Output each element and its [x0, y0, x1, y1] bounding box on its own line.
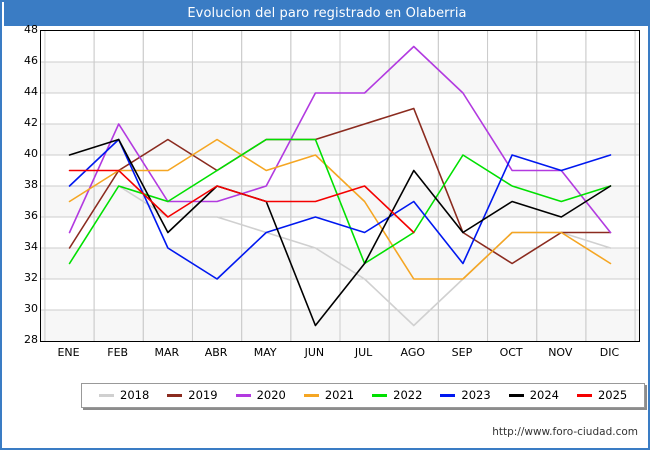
y-axis-tick-label: 46 — [24, 54, 38, 67]
legend-item-2020[interactable]: 2020 — [235, 388, 286, 402]
series-line-2025 — [68, 169, 415, 234]
y-axis-tick-label: 42 — [24, 116, 38, 129]
legend-item-2018[interactable]: 2018 — [99, 388, 149, 402]
legend-label: 2025 — [597, 388, 628, 402]
series-line-2022 — [68, 138, 612, 265]
x-axis-tick-label: OCT — [499, 346, 523, 359]
x-axis-tick-label: MAY — [253, 346, 277, 359]
x-axis-tick-label: NOV — [548, 346, 573, 359]
line-chart-svg — [41, 31, 639, 341]
legend-item-2025[interactable]: 2025 — [576, 388, 628, 402]
legend-swatch-icon — [167, 393, 183, 397]
legend-swatch-icon — [303, 393, 319, 397]
legend-swatch-icon — [235, 393, 251, 397]
series-line-2023 — [68, 138, 612, 280]
chart-legend: 2018 2019 2020 2021 2022 2023 2024 2025 — [81, 383, 646, 408]
legend-label: 2021 — [324, 388, 355, 402]
x-axis-tick-label: SEP — [451, 346, 473, 359]
plot-frame — [40, 30, 640, 342]
x-axis-tick-label: ABR — [204, 346, 228, 359]
y-axis-tick-label: 48 — [24, 23, 38, 36]
legend-label: 2018 — [120, 388, 150, 402]
legend-label: 2024 — [529, 388, 559, 402]
y-axis-tick-label: 40 — [24, 147, 38, 160]
legend-swatch-icon — [508, 393, 524, 397]
legend-label: 2019 — [188, 388, 218, 402]
legend-item-2021[interactable]: 2021 — [303, 388, 355, 402]
legend-swatch-icon — [576, 393, 592, 397]
x-axis-tick-label: ENE — [57, 346, 80, 359]
chart-area: 28 30 32 34 36 38 40 42 44 46 48 ENE FEB MAR ABR MAY JU… — [2, 23, 648, 366]
legend-item-2019[interactable]: 2019 — [167, 388, 218, 402]
y-axis-tick-label: 32 — [24, 271, 38, 284]
legend-swatch-icon — [440, 393, 456, 397]
legend-label: 2020 — [256, 388, 286, 402]
legend-label: 2023 — [461, 388, 491, 402]
legend-label: 2022 — [393, 388, 423, 402]
y-axis-tick-label: 38 — [24, 178, 38, 191]
legend-item-2022[interactable]: 2022 — [372, 388, 422, 402]
legend-swatch-icon — [99, 393, 114, 397]
legend-item-2024[interactable]: 2024 — [508, 388, 559, 402]
source-url: http://www.foro-ciudad.com — [492, 426, 638, 438]
series-line-2021 — [68, 138, 612, 280]
x-axis-tick-label: AGO — [400, 346, 426, 359]
y-axis-tick-label: 28 — [24, 333, 38, 346]
x-axis-tick-label: JUL — [354, 346, 373, 359]
y-axis-tick-labels: 28 30 32 34 36 38 40 42 44 46 48 — [2, 23, 38, 366]
y-axis-tick-label: 36 — [24, 209, 38, 222]
y-axis-tick-label: 44 — [24, 85, 38, 98]
page-title: Evolucion del paro registrado en Olaberr… — [4, 2, 648, 26]
y-axis-tick-label: 30 — [24, 302, 38, 315]
x-axis-tick-label: FEB — [107, 346, 129, 359]
series-line-2019 — [68, 107, 612, 265]
series-line-2024 — [68, 138, 612, 327]
x-axis-tick-label: DIC — [599, 346, 620, 359]
x-axis-tick-label: MAR — [154, 346, 180, 359]
y-axis-tick-label: 34 — [24, 240, 38, 253]
series-line-2020 — [68, 45, 612, 234]
legend-swatch-icon — [372, 393, 388, 397]
x-axis-tick-label: JUN — [304, 346, 325, 359]
legend-item-2023[interactable]: 2023 — [440, 388, 491, 402]
